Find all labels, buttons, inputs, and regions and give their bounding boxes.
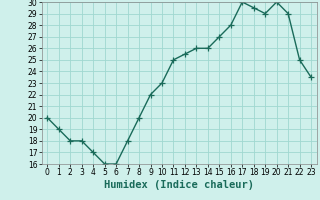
X-axis label: Humidex (Indice chaleur): Humidex (Indice chaleur) — [104, 180, 254, 190]
